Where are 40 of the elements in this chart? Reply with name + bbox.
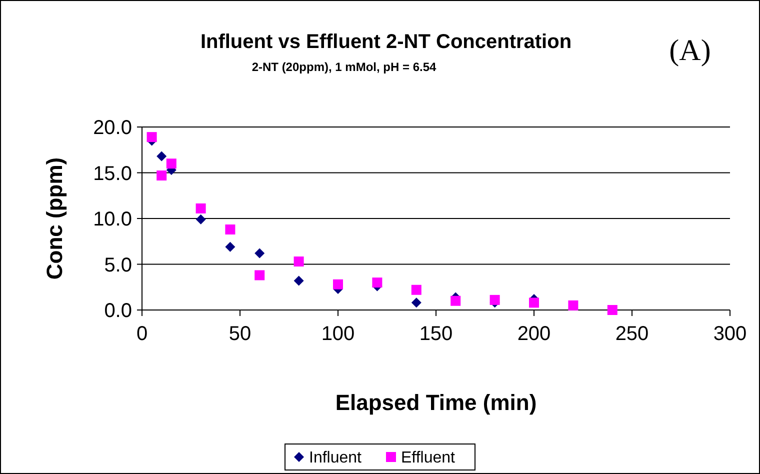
point	[607, 305, 618, 315]
point	[450, 296, 461, 306]
point	[156, 170, 167, 180]
point	[294, 256, 304, 267]
text: (A)	[669, 34, 711, 67]
point	[254, 270, 265, 280]
x-tick-label: 0	[136, 323, 148, 345]
point	[529, 298, 539, 308]
point	[254, 248, 265, 258]
y-tick-label: 20.0	[93, 117, 132, 139]
point	[196, 214, 206, 224]
point	[411, 284, 422, 295]
x-tick-label: 50	[228, 323, 252, 345]
x-tick-label: 150	[419, 323, 453, 345]
point	[166, 158, 176, 169]
y-tick-label: 10.0	[93, 208, 132, 230]
y-tick-label: 15.0	[93, 162, 132, 185]
x-tick-label: 250	[615, 323, 649, 345]
point	[156, 151, 167, 162]
y-tick-label: 5.0	[104, 254, 132, 276]
point	[411, 298, 422, 308]
point	[333, 279, 343, 290]
point	[225, 224, 236, 234]
chart-subtitle: 2-NT (20ppm), 1 mMol, pH = 6.54	[252, 60, 437, 74]
y-axis-title: Conc (ppm)	[42, 157, 67, 280]
x-tick-label: 100	[321, 323, 355, 345]
x-axis-title: Elapsed Time (min)	[335, 390, 537, 415]
point	[372, 278, 382, 288]
point	[568, 300, 578, 310]
x-tick-label: 300	[713, 323, 747, 345]
x-tick-label: 200	[517, 323, 551, 345]
legend-label: Influent	[309, 450, 362, 467]
point	[196, 203, 206, 214]
point	[225, 242, 236, 252]
y-tick-label: 0.0	[104, 300, 132, 322]
point	[294, 276, 304, 286]
legend-label: Effluent	[401, 450, 456, 467]
chart-title: Influent vs Effluent 2-NT Concentration	[200, 31, 572, 53]
point	[146, 132, 157, 142]
point	[490, 294, 500, 305]
